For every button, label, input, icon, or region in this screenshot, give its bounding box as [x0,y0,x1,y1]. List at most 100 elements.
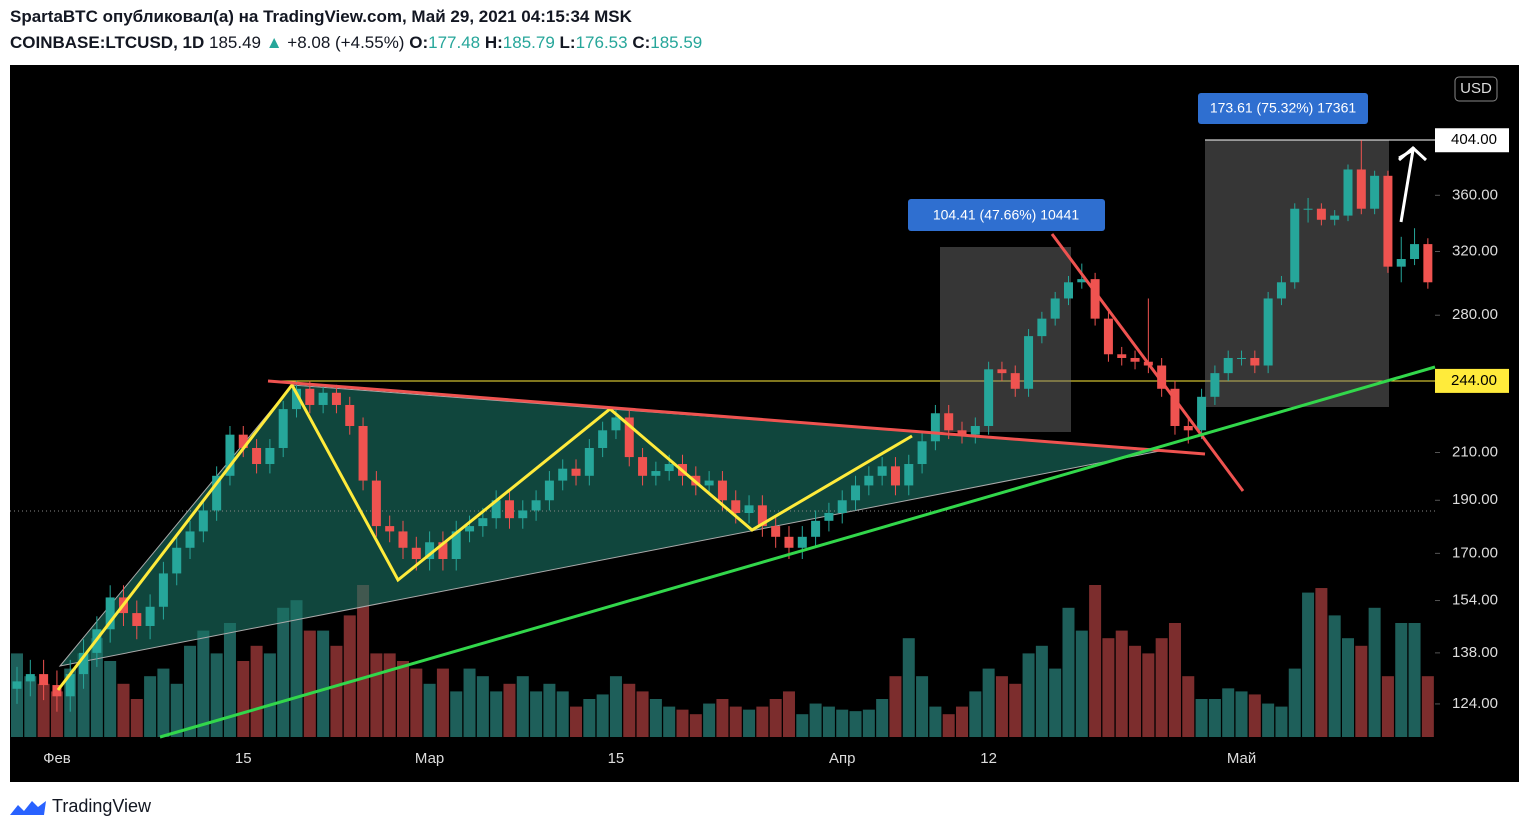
candle-body [1024,336,1034,389]
volume-bar [982,668,995,737]
volume-bar [1395,623,1408,737]
candle-body [1263,298,1273,366]
volume-bar [1222,688,1235,737]
volume-bar [995,676,1008,737]
ohlc-key: H: [484,33,503,52]
trend-line [159,365,1436,739]
candle-body [731,500,741,514]
price-label: 404.00 [1451,131,1497,148]
candle-body [811,520,821,537]
volume-bar [876,699,889,737]
candle-body [1237,357,1247,359]
volume-bar [942,714,955,737]
x-tick-label: 12 [980,750,997,767]
candle-body [305,388,315,405]
candle-body [864,475,874,486]
candle-body [664,464,674,472]
annotation: 173.61 (75.32%) 17361 [1210,100,1357,116]
volume-bar [956,706,969,737]
volume-bar [330,645,343,737]
candle-body [651,471,661,476]
range-box [940,247,1071,432]
candle-body [1223,357,1233,374]
x-tick-label: Май [1227,750,1256,767]
volume-bar [676,709,689,737]
volume-bar [1168,623,1181,737]
volume-bar [223,623,236,737]
volume-bar [90,638,103,737]
volume-bar [609,676,622,737]
candle-body [39,674,49,686]
candle-body [1183,425,1193,431]
ohlc-key: L: [559,33,576,52]
candle-body [997,369,1007,374]
volume-bar [1102,638,1115,737]
volume-bar [530,691,543,737]
volume-bar [343,615,356,737]
trend-line [267,379,1206,456]
candle-body [225,434,235,476]
y-tick-label: 280.00 [1452,306,1498,323]
volume-bar [1235,691,1248,737]
symbol: COINBASE:LTCUSD, 1D [10,33,205,52]
candle-body [890,466,900,486]
volume-bar [1075,630,1088,737]
annotation: 104.41 (47.66%) 10441 [933,207,1080,223]
volume-bar [583,699,596,737]
candle-body [1090,279,1100,319]
volume-bar [636,691,649,737]
volume-bar [1288,668,1301,737]
volume-bar [1035,645,1048,737]
candle-body [385,526,395,532]
volume-bar [743,709,756,737]
y-tick-label: 210.00 [1452,443,1498,460]
volume-bar [77,653,90,737]
price-label-box [1435,368,1509,393]
candle-body [584,447,594,476]
candle-body [624,417,634,458]
publish-text: SpartaBTC опубликовал(а) на TradingView.… [10,7,632,26]
volume-bar [570,706,583,737]
candle-body [757,505,767,527]
candle-body [292,388,302,410]
candle-body [12,681,22,689]
volume-bar [1089,585,1102,737]
candle-body [851,485,861,501]
candle-body [331,392,341,405]
candle-body [358,425,368,481]
candle-body [451,531,461,560]
volume-bar [144,676,157,737]
candle-body [784,536,794,548]
volume-bar [1381,676,1394,737]
volume-bar [396,661,409,737]
volume-bar [410,668,423,737]
candle-body [638,457,648,476]
candle-body [571,468,581,476]
ohlc-key: O: [409,33,429,52]
candle-body [744,505,754,514]
y-tick-label: 154.00 [1452,592,1498,609]
volume-bar [769,699,782,737]
volume-bar [689,714,702,737]
candle-body [1423,244,1433,283]
x-tick-label: Мар [415,750,444,767]
candle-body [278,409,288,448]
candle-body [544,480,554,501]
annotation-box [908,199,1105,231]
candle-body [318,392,328,405]
ohlc-value: 176.53 [575,33,628,52]
ohlc: O:177.48 H:185.79 L:176.53 C:185.59 [409,33,702,52]
volume-bar [1408,623,1421,737]
candle-body [717,480,727,501]
candle-body [371,480,381,527]
candle-body [970,425,980,435]
candle-body [411,547,421,560]
volume-bar [849,711,862,737]
candle-body [252,447,262,465]
volume-bar [1062,607,1075,737]
volume-bar [24,676,37,737]
volume-bar [902,638,915,737]
volume-bar [796,714,809,737]
volume-bar [290,600,303,737]
